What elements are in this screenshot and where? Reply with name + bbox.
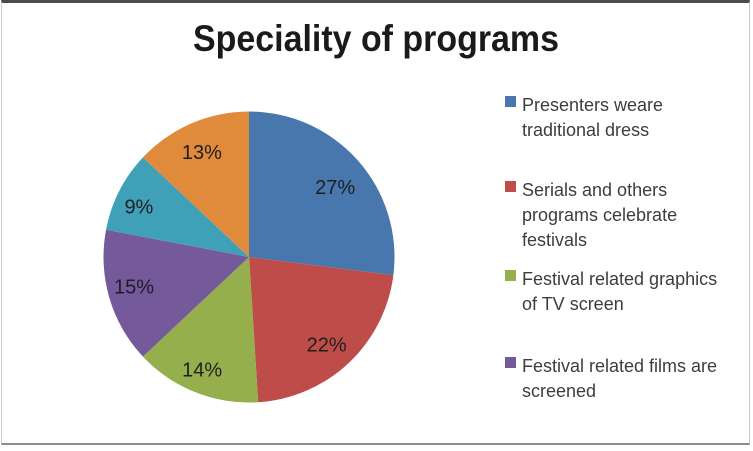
slice-label: 9% <box>124 197 153 219</box>
slice-label: 14% <box>182 360 222 382</box>
legend-label: Presenters weare traditional dress <box>522 95 664 140</box>
pie-slice-serials-and <box>249 257 394 403</box>
legend-label: Festival related films are screened <box>522 356 718 401</box>
chart-title: Speciality of programs <box>193 18 559 59</box>
slice-label: 13% <box>182 142 222 164</box>
legend-item: Festival related graphics of TV screen <box>505 267 740 317</box>
legend-swatch-icon <box>505 270 516 281</box>
pie-slice-festival-related <box>103 229 249 357</box>
legend-swatch-icon <box>505 181 516 192</box>
legend-swatch-icon <box>505 357 516 368</box>
slice-label: 27% <box>315 177 355 199</box>
legend-item: Festival related films are screened <box>505 354 740 404</box>
legend-label: Serials and others programs celebrate fe… <box>522 180 678 250</box>
pie-slice-segment-5 <box>106 157 249 257</box>
pie-slice-segment-6 <box>142 111 249 257</box>
legend-swatch-icon <box>505 96 516 107</box>
pie-slice-festival-related <box>142 257 259 403</box>
legend-item: Serials and others programs celebrate fe… <box>505 178 740 253</box>
slice-label: 22% <box>307 335 347 357</box>
legend-item: Presenters weare traditional dress <box>505 93 740 143</box>
slice-label: 15% <box>114 277 154 299</box>
legend-label: Festival related graphics of TV screen <box>522 269 718 314</box>
pie-slice-presenters-weare <box>249 111 395 276</box>
